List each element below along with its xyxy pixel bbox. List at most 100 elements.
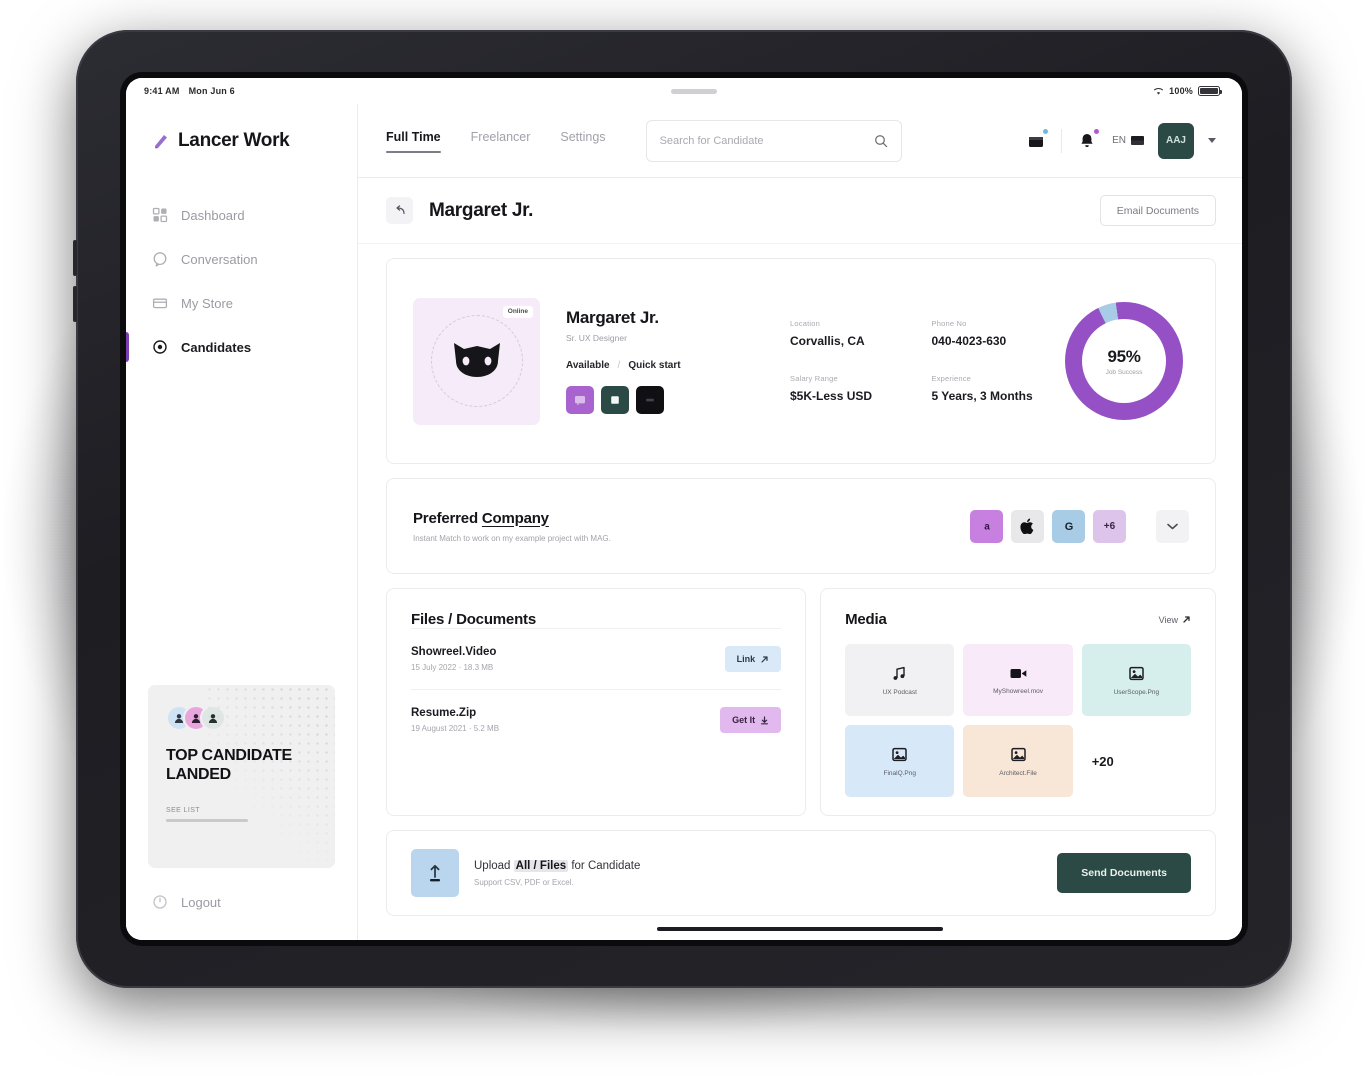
amazon-logo-chip[interactable]: a xyxy=(970,509,1003,543)
donut-ring: 95% Job Success xyxy=(1065,302,1183,420)
tab-full-time[interactable]: Full Time xyxy=(386,130,441,153)
tab-settings[interactable]: Settings xyxy=(560,130,606,144)
media-tile[interactable]: Architect.File xyxy=(963,725,1073,797)
media-more-count[interactable]: +20 xyxy=(1091,753,1114,769)
music-icon xyxy=(893,666,905,680)
device-notch xyxy=(671,88,718,94)
video-icon xyxy=(1010,668,1026,678)
profile-card: Online Margaret Jr. Sr. UX Designer Avai… xyxy=(386,258,1216,464)
dribbble-badge[interactable] xyxy=(566,386,594,414)
file-link-button[interactable]: Link xyxy=(724,646,782,672)
sidebar-nav: Dashboard Conversation xyxy=(126,194,357,368)
apple-icon xyxy=(1020,518,1034,534)
notifications-badge xyxy=(1094,128,1100,134)
file-info: Showreel.Video 15 July 2022 · 18.3 MB xyxy=(411,646,496,672)
upload-subtitle: Support CSV, PDF or Excel. xyxy=(474,877,574,887)
inbox-button[interactable] xyxy=(1025,128,1049,152)
more-companies-chip[interactable]: +6 xyxy=(1093,509,1126,543)
grid-icon xyxy=(152,207,168,223)
media-view-all-link[interactable]: View xyxy=(1159,615,1191,625)
media-card: Media View xyxy=(820,588,1216,816)
media-tile[interactable]: UX Podcast xyxy=(845,644,955,716)
google-logo-chip[interactable]: G xyxy=(1052,509,1085,543)
sidebar-item-label: Candidates xyxy=(181,339,252,355)
preferred-prefix: Preferred xyxy=(413,509,482,527)
person-icon xyxy=(191,714,201,723)
ios-status-bar: 9:41 AM Mon Jun 6 100% xyxy=(126,78,1242,104)
donut-center: 95% Job Success xyxy=(1082,319,1166,403)
media-tile[interactable]: UserScope.Png xyxy=(1081,644,1191,716)
promo-title: TOP CANDIDATE LANDED xyxy=(166,747,292,783)
sidebar-item-conversation[interactable]: Conversation xyxy=(126,238,357,280)
search-box[interactable] xyxy=(645,119,902,162)
job-success-chart: 95% Job Success xyxy=(1059,302,1189,420)
candidate-avatar-tile: Online xyxy=(413,297,540,425)
preferred-company-card: Preferred Company Instant Match to work … xyxy=(386,478,1216,574)
upload-text: Upload All / Files for Candidate Support… xyxy=(474,859,640,887)
promo-card[interactable]: TOP CANDIDATE LANDED SEE LIST xyxy=(148,685,335,868)
avatar-dashed-ring xyxy=(430,315,523,407)
media-tile-label: Architect.File xyxy=(999,769,1037,777)
image-icon xyxy=(1010,747,1026,761)
email-documents-button[interactable]: Email Documents xyxy=(1099,195,1216,226)
language-selector[interactable]: EN xyxy=(1112,135,1144,146)
sidebar-item-my-store[interactable]: My Store xyxy=(126,282,357,324)
stat-phone: Phone No 040-4023-630 xyxy=(932,319,1034,348)
stat-value: $5K-Less USD xyxy=(790,389,873,403)
brand[interactable]: Lancer Work xyxy=(126,130,357,152)
media-tile[interactable]: MyShowreel.mov xyxy=(963,644,1073,716)
sidebar-item-candidates[interactable]: Candidates xyxy=(126,326,357,368)
main-column: Full Time Freelancer Settings xyxy=(358,104,1242,940)
media-header: Media View xyxy=(845,611,1191,628)
page-body: Online Margaret Jr. Sr. UX Designer Avai… xyxy=(358,244,1242,918)
notifications-button[interactable] xyxy=(1076,128,1100,152)
dribbble-icon xyxy=(575,396,585,406)
search-icon[interactable] xyxy=(874,134,888,148)
file-name: Resume.Zip xyxy=(411,707,477,719)
preferred-underlined[interactable]: Company xyxy=(481,509,549,527)
avatar[interactable]: AAJ xyxy=(1158,122,1194,159)
upload-card: Upload All / Files for Candidate Support… xyxy=(386,830,1216,916)
apple-logo-chip[interactable] xyxy=(1011,509,1044,543)
company-dropdown-button[interactable] xyxy=(1156,509,1189,543)
stat-experience: Experience 5 Years, 3 Months xyxy=(932,374,1034,403)
image-icon xyxy=(892,747,907,761)
page-header: Margaret Jr. Email Documents xyxy=(358,178,1242,244)
tab-freelancer[interactable]: Freelancer xyxy=(470,130,531,144)
inbox-badge xyxy=(1043,128,1049,134)
upload-icon-tile[interactable] xyxy=(411,849,459,897)
behance-badge[interactable] xyxy=(601,386,629,414)
external-link-icon xyxy=(761,655,768,663)
back-button[interactable] xyxy=(386,197,413,224)
file-meta: 19 August 2021 · 5.2 MB xyxy=(411,724,500,733)
upload-title-highlight[interactable]: All / Files xyxy=(513,859,569,872)
file-download-button[interactable]: Get It xyxy=(720,707,782,733)
sidebar-item-label: Conversation xyxy=(181,251,258,267)
volume-up-button[interactable] xyxy=(73,240,77,276)
linkedin-badge[interactable] xyxy=(636,386,664,414)
topbar: Full Time Freelancer Settings xyxy=(358,104,1242,178)
chevron-down-icon[interactable] xyxy=(1208,138,1216,143)
status-battery-pct: 100% xyxy=(1169,86,1193,96)
volume-down-button[interactable] xyxy=(73,286,77,322)
search-input[interactable] xyxy=(659,134,866,147)
media-tile[interactable]: FinalQ.Png xyxy=(845,725,955,797)
sidebar-item-label: My Store xyxy=(181,295,234,311)
stat-value: 040-4023-630 xyxy=(931,334,1007,348)
send-documents-button[interactable]: Send Documents xyxy=(1057,853,1191,893)
home-indicator[interactable] xyxy=(657,927,943,931)
battery-icon xyxy=(1198,86,1222,96)
candidate-name: Margaret Jr. xyxy=(566,308,659,327)
page-title: Margaret Jr. xyxy=(429,199,534,221)
promo-subtitle: SEE LIST xyxy=(166,806,200,814)
home-indicator-bar xyxy=(358,918,1242,940)
chevron-down-icon xyxy=(1167,523,1178,529)
promo-progress-bar xyxy=(166,818,248,822)
image-icon xyxy=(1129,666,1144,680)
media-tile-label: UX Podcast xyxy=(882,688,917,696)
logout-button[interactable]: Logout xyxy=(126,868,357,940)
promo-dot-pattern xyxy=(205,685,335,868)
sidebar-item-dashboard[interactable]: Dashboard xyxy=(126,194,357,236)
file-name: Showreel.Video xyxy=(411,646,497,658)
